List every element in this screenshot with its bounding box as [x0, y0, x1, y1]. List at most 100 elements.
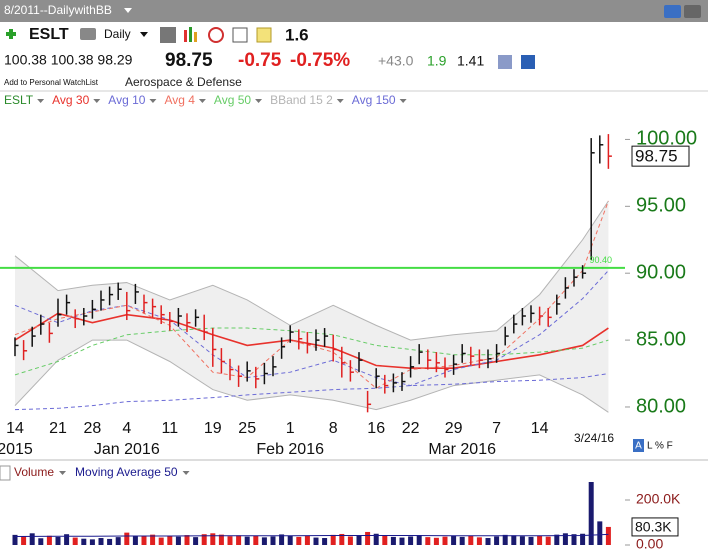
period[interactable]: Daily: [104, 27, 131, 41]
x-tick-label: 4: [122, 420, 131, 437]
volume-bar: [261, 537, 267, 545]
volume-bar: [373, 533, 379, 545]
legend-dropdown: [182, 471, 190, 475]
x-month-label: Jan 2016: [94, 441, 160, 458]
volume-bar: [12, 534, 18, 545]
volume-bar: [511, 535, 517, 545]
volume-bar: [330, 534, 336, 545]
volume-bar: [459, 536, 465, 545]
indicator-icon[interactable]: [184, 30, 187, 42]
volume-bar: [115, 537, 121, 545]
volume-bar: [580, 533, 586, 545]
scale-tools[interactable]: L % F: [647, 441, 673, 452]
chart-title[interactable]: 8/2011--DailywithBB: [4, 3, 112, 17]
legend-entry[interactable]: Avg 10: [108, 93, 145, 107]
y-tick-label: 95.00: [636, 195, 686, 217]
volume-bar: [64, 534, 70, 545]
volume-bar: [167, 536, 173, 545]
y-tick-label: 90.00: [636, 261, 686, 283]
x-month-label: Mar 2016: [428, 441, 496, 458]
legend-dropdown: [255, 99, 263, 103]
volume-bar: [124, 532, 130, 545]
volume-bar: [201, 534, 207, 545]
indicator-icon-c: [194, 32, 197, 42]
volume-plot: [12, 482, 611, 545]
indicator-value: 1.6: [285, 25, 309, 44]
y-tick-label: 200.0K: [636, 491, 681, 507]
x-tick-label: 19: [204, 420, 222, 437]
volume-bar: [562, 533, 568, 545]
moving-average: [14, 327, 609, 376]
volume-bar: [270, 536, 276, 545]
indicator-icon-b: [189, 27, 192, 42]
x-tick-label: 28: [84, 420, 102, 437]
volume-bar: [537, 535, 543, 545]
save-icon[interactable]: [521, 55, 535, 69]
volume-bar: [46, 535, 52, 545]
stack-icon[interactable]: [498, 55, 512, 69]
watchlist-link[interactable]: Add to Personal WatchList: [4, 78, 99, 87]
legend-dropdown: [399, 99, 407, 103]
title-dropdown[interactable]: [124, 8, 132, 13]
volume-bar: [158, 537, 164, 545]
x-tick-label: 8: [329, 420, 338, 437]
tools-icon[interactable]: [160, 27, 176, 43]
scale-a-box[interactable]: [633, 439, 644, 452]
legend-entry[interactable]: Avg 30: [52, 93, 89, 107]
price-plot: [0, 134, 625, 413]
bollinger-band-fill: [15, 200, 609, 413]
legend-entry[interactable]: Avg 50: [214, 93, 251, 107]
calc-icon[interactable]: [232, 27, 248, 43]
volume-bar: [296, 536, 302, 545]
legend-volume[interactable]: Volume: [14, 465, 54, 479]
volume-bar: [304, 536, 310, 545]
print-icon[interactable]: [80, 28, 96, 40]
volume-change: +43.0: [378, 53, 414, 69]
ratio-1: 1.9: [427, 53, 447, 69]
scale-a[interactable]: A: [635, 441, 642, 452]
volume-bar: [382, 535, 388, 545]
note-icon[interactable]: [256, 27, 272, 43]
volume-bar: [38, 538, 44, 545]
s-button[interactable]: [664, 5, 681, 18]
price-change: -0.75: [238, 50, 282, 71]
y-tick-label: 0.00: [636, 536, 663, 552]
volume-bar: [356, 535, 362, 545]
symbol[interactable]: ESLT: [29, 26, 69, 43]
legend-symbol[interactable]: ESLT: [4, 93, 34, 107]
volume-bar: [175, 536, 181, 545]
volume-bar: [313, 537, 319, 545]
legend-volume-ma[interactable]: Moving Average 50: [75, 465, 178, 479]
volume-bar: [72, 537, 78, 545]
volume-bar: [132, 535, 138, 545]
volume-bar: [554, 534, 560, 545]
legend-dropdown: [198, 99, 206, 103]
legend-close-box: [0, 465, 11, 481]
moving-average: [14, 373, 609, 411]
title-bar: [0, 0, 708, 22]
legend-dropdown: [37, 99, 45, 103]
period-dropdown[interactable]: [140, 32, 148, 37]
legend-entry[interactable]: Avg 150: [352, 93, 396, 107]
volume-bar: [227, 536, 233, 545]
legend-entry[interactable]: BBand 15 2: [270, 93, 333, 107]
volume-value-label: 80.3K: [635, 519, 672, 535]
moving-average: [14, 200, 609, 389]
industry[interactable]: Aerospace & Defense: [125, 75, 242, 89]
volume-bar: [279, 534, 285, 545]
x-tick-label: 11: [161, 420, 178, 437]
x-tick-label: 1: [286, 420, 295, 437]
volume-bar: [150, 534, 156, 545]
volume-bar: [218, 534, 224, 545]
t-button[interactable]: [684, 5, 701, 18]
volume-bar: [322, 538, 328, 545]
legend-entry[interactable]: Avg 4: [164, 93, 195, 107]
volume-bar: [107, 538, 113, 545]
add-icon[interactable]: [6, 29, 16, 39]
x-tick-label: 14: [6, 420, 24, 437]
volume-bar: [451, 536, 457, 545]
alarm-icon[interactable]: [208, 27, 224, 43]
volume-bar: [365, 531, 371, 545]
volume-bar: [494, 536, 500, 545]
